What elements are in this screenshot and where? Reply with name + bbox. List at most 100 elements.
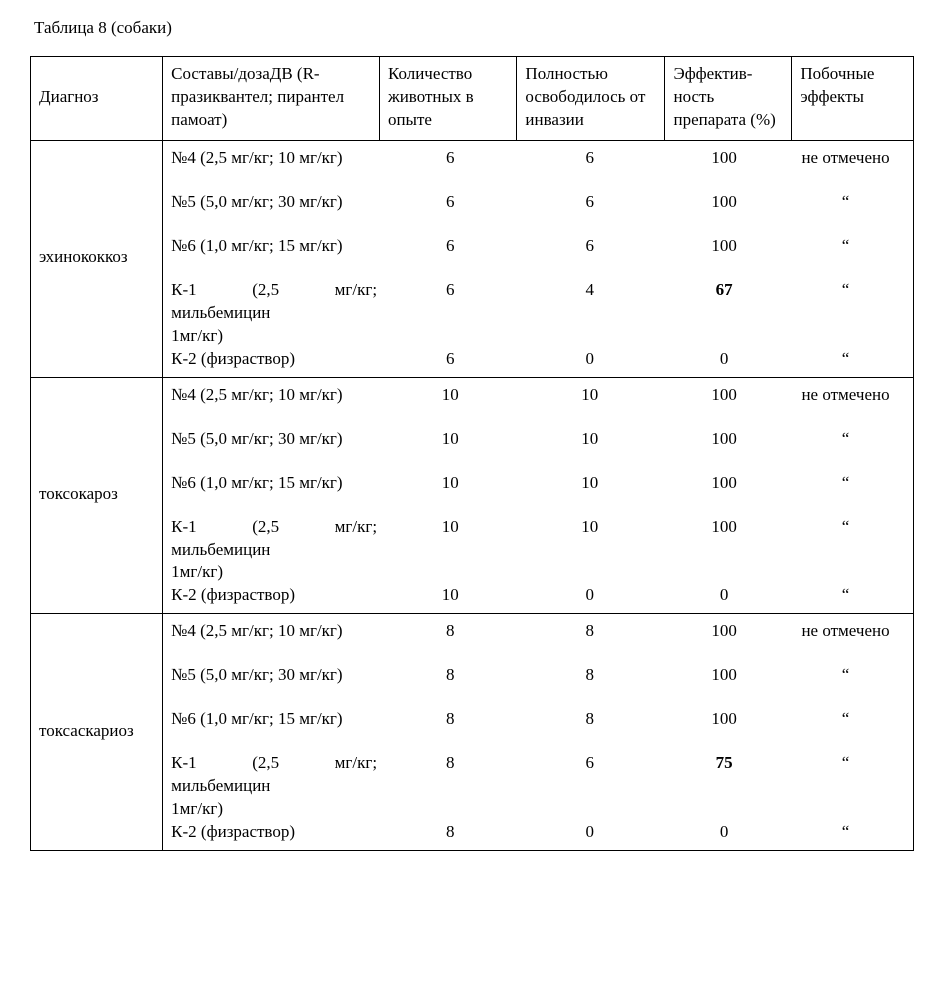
- val-freed: 4: [517, 279, 662, 348]
- val-count: 10: [383, 584, 517, 607]
- val-freed: 6: [517, 235, 662, 279]
- val-side-effects: “: [786, 708, 905, 752]
- val-efficacy: 0: [662, 348, 786, 371]
- val-count: 6: [383, 279, 517, 348]
- val-efficacy: 100: [662, 664, 786, 708]
- table-body: эхинококкоз№4 (2,5 мг/кг; 10 мг/кг)66100…: [31, 140, 914, 850]
- val-composition: №6 (1,0 мг/кг; 15 мг/кг): [171, 472, 383, 516]
- val-side-effects: не отмечено: [786, 384, 905, 428]
- val-side-effects: “: [786, 348, 905, 371]
- val-side-effects: “: [786, 584, 905, 607]
- data-subrow: К-1 (2,5 мг/кг;мильбемицин1мг/кг)8675“: [171, 752, 905, 821]
- col-side-effects: Побочные эффекты: [792, 57, 914, 141]
- val-count: 6: [383, 348, 517, 371]
- val-freed: 0: [517, 348, 662, 371]
- val-efficacy: 100: [662, 516, 786, 585]
- val-efficacy: 100: [662, 620, 786, 664]
- val-count: 8: [383, 708, 517, 752]
- val-count: 10: [383, 472, 517, 516]
- data-subrow: К-2 (физраствор)600“: [171, 348, 905, 371]
- data-subrow: №4 (2,5 мг/кг; 10 мг/кг)66100не отмечено: [171, 147, 905, 191]
- val-freed: 10: [517, 428, 662, 472]
- col-diagnosis: Диагноз: [31, 57, 163, 141]
- val-side-effects: “: [786, 664, 905, 708]
- header-row: Диагноз Составы/дозаДВ (R-празиквантел; …: [31, 57, 914, 141]
- data-subrow: №6 (1,0 мг/кг; 15 мг/кг)1010100“: [171, 472, 905, 516]
- val-efficacy: 0: [662, 584, 786, 607]
- val-side-effects: “: [786, 191, 905, 235]
- data-subrow: К-1 (2,5 мг/кг;мильбемицин1мг/кг)6467“: [171, 279, 905, 348]
- val-efficacy: 100: [662, 235, 786, 279]
- cell-diagnosis: токсаскариоз: [31, 614, 163, 851]
- data-subrow: №5 (5,0 мг/кг; 30 мг/кг)1010100“: [171, 428, 905, 472]
- val-composition: К-2 (физраствор): [171, 821, 383, 844]
- val-count: 10: [383, 516, 517, 585]
- val-freed: 8: [517, 664, 662, 708]
- data-subrow: №6 (1,0 мг/кг; 15 мг/кг)88100“: [171, 708, 905, 752]
- val-composition: №4 (2,5 мг/кг; 10 мг/кг): [171, 620, 383, 664]
- val-side-effects: “: [786, 279, 905, 348]
- data-table: Диагноз Составы/дозаДВ (R-празиквантел; …: [30, 56, 914, 851]
- val-side-effects: не отмечено: [786, 620, 905, 664]
- val-efficacy: 100: [662, 147, 786, 191]
- val-efficacy: 75: [662, 752, 786, 821]
- val-count: 8: [383, 752, 517, 821]
- val-efficacy: 100: [662, 472, 786, 516]
- val-freed: 10: [517, 472, 662, 516]
- val-count: 10: [383, 428, 517, 472]
- table-caption: Таблица 8 (собаки): [34, 18, 914, 38]
- cell-data-block: №4 (2,5 мг/кг; 10 мг/кг)66100не отмечено…: [163, 140, 914, 377]
- val-freed: 0: [517, 821, 662, 844]
- val-composition: №5 (5,0 мг/кг; 30 мг/кг): [171, 664, 383, 708]
- col-composition: Составы/дозаДВ (R-празиквантел; пирантел…: [163, 57, 380, 141]
- val-efficacy: 100: [662, 384, 786, 428]
- val-freed: 6: [517, 191, 662, 235]
- val-efficacy: 100: [662, 428, 786, 472]
- val-composition: №5 (5,0 мг/кг; 30 мг/кг): [171, 191, 383, 235]
- val-count: 6: [383, 235, 517, 279]
- val-efficacy: 67: [662, 279, 786, 348]
- data-subrow: №5 (5,0 мг/кг; 30 мг/кг)88100“: [171, 664, 905, 708]
- cell-data-block: №4 (2,5 мг/кг; 10 мг/кг)88100не отмечено…: [163, 614, 914, 851]
- cell-diagnosis: токсокароз: [31, 377, 163, 614]
- val-freed: 0: [517, 584, 662, 607]
- data-subrow: №4 (2,5 мг/кг; 10 мг/кг)88100не отмечено: [171, 620, 905, 664]
- val-efficacy: 100: [662, 708, 786, 752]
- val-composition: №6 (1,0 мг/кг; 15 мг/кг): [171, 708, 383, 752]
- val-side-effects: не отмечено: [786, 147, 905, 191]
- data-subrow: К-2 (физраствор)1000“: [171, 584, 905, 607]
- val-count: 10: [383, 384, 517, 428]
- col-count: Количество животных в опыте: [379, 57, 516, 141]
- val-composition: К-1 (2,5 мг/кг;мильбемицин1мг/кг): [171, 516, 383, 585]
- table-row: токсокароз№4 (2,5 мг/кг; 10 мг/кг)101010…: [31, 377, 914, 614]
- val-composition: К-2 (физраствор): [171, 584, 383, 607]
- col-freed: Полностью освободилось от инвазии: [517, 57, 665, 141]
- val-composition: №4 (2,5 мг/кг; 10 мг/кг): [171, 147, 383, 191]
- val-composition: К-1 (2,5 мг/кг;мильбемицин1мг/кг): [171, 279, 383, 348]
- val-efficacy: 0: [662, 821, 786, 844]
- val-freed: 8: [517, 620, 662, 664]
- val-side-effects: “: [786, 516, 905, 585]
- val-side-effects: “: [786, 235, 905, 279]
- val-side-effects: “: [786, 428, 905, 472]
- table-row: эхинококкоз№4 (2,5 мг/кг; 10 мг/кг)66100…: [31, 140, 914, 377]
- val-count: 6: [383, 147, 517, 191]
- val-count: 8: [383, 821, 517, 844]
- val-count: 6: [383, 191, 517, 235]
- val-side-effects: “: [786, 752, 905, 821]
- data-subrow: №6 (1,0 мг/кг; 15 мг/кг)66100“: [171, 235, 905, 279]
- val-composition: №4 (2,5 мг/кг; 10 мг/кг): [171, 384, 383, 428]
- val-count: 8: [383, 664, 517, 708]
- val-freed: 6: [517, 147, 662, 191]
- val-composition: К-2 (физраствор): [171, 348, 383, 371]
- val-count: 8: [383, 620, 517, 664]
- data-subrow: К-1 (2,5 мг/кг;мильбемицин1мг/кг)1010100…: [171, 516, 905, 585]
- val-side-effects: “: [786, 472, 905, 516]
- data-subrow: №4 (2,5 мг/кг; 10 мг/кг)1010100не отмече…: [171, 384, 905, 428]
- cell-diagnosis: эхинококкоз: [31, 140, 163, 377]
- val-freed: 6: [517, 752, 662, 821]
- data-subrow: К-2 (физраствор)800“: [171, 821, 905, 844]
- val-side-effects: “: [786, 821, 905, 844]
- data-subrow: №5 (5,0 мг/кг; 30 мг/кг)66100“: [171, 191, 905, 235]
- val-efficacy: 100: [662, 191, 786, 235]
